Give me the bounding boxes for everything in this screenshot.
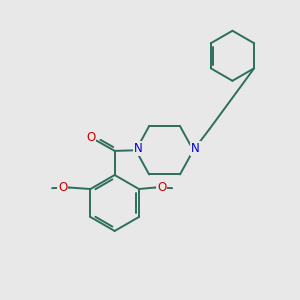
Text: N: N	[191, 142, 200, 155]
Text: O: O	[86, 130, 95, 143]
Text: O: O	[157, 181, 166, 194]
Text: N: N	[134, 142, 142, 155]
Text: O: O	[58, 181, 68, 194]
